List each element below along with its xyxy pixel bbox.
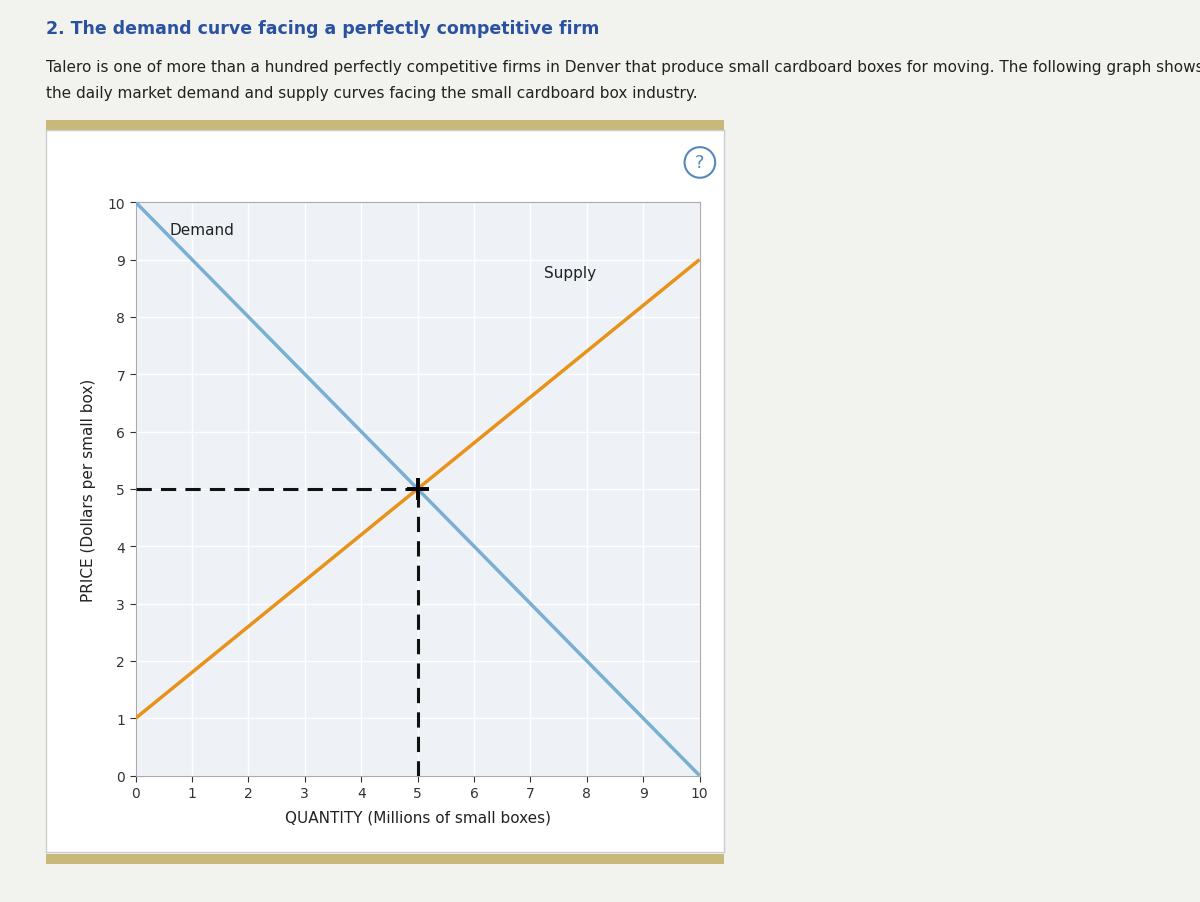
Text: the daily market demand and supply curves facing the small cardboard box industr: the daily market demand and supply curve… [46, 86, 697, 101]
X-axis label: QUANTITY (Millions of small boxes): QUANTITY (Millions of small boxes) [284, 810, 551, 824]
Text: 2. The demand curve facing a perfectly competitive firm: 2. The demand curve facing a perfectly c… [46, 20, 599, 38]
Text: Talero is one of more than a hundred perfectly competitive firms in Denver that : Talero is one of more than a hundred per… [46, 60, 1200, 75]
Text: Supply: Supply [545, 266, 596, 281]
Y-axis label: PRICE (Dollars per small box): PRICE (Dollars per small box) [82, 378, 96, 601]
Text: ?: ? [695, 154, 704, 172]
Text: Demand: Demand [169, 223, 234, 238]
